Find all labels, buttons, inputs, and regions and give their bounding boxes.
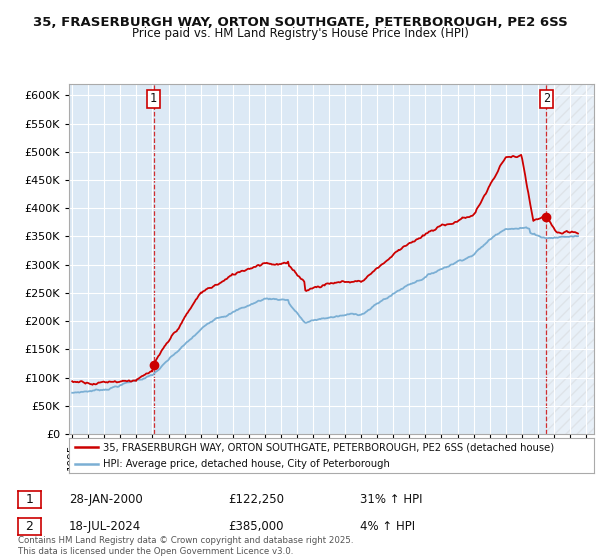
Text: HPI: Average price, detached house, City of Peterborough: HPI: Average price, detached house, City… [103, 459, 390, 469]
Text: 4% ↑ HPI: 4% ↑ HPI [360, 520, 415, 533]
Text: 35, FRASERBURGH WAY, ORTON SOUTHGATE, PETERBOROUGH, PE2 6SS: 35, FRASERBURGH WAY, ORTON SOUTHGATE, PE… [32, 16, 568, 29]
Text: 35, FRASERBURGH WAY, ORTON SOUTHGATE, PETERBOROUGH, PE2 6SS (detached house): 35, FRASERBURGH WAY, ORTON SOUTHGATE, PE… [103, 442, 554, 452]
Text: £122,250: £122,250 [228, 493, 284, 506]
Text: Contains HM Land Registry data © Crown copyright and database right 2025.
This d: Contains HM Land Registry data © Crown c… [18, 536, 353, 556]
Text: 1: 1 [150, 92, 157, 105]
Text: 18-JUL-2024: 18-JUL-2024 [69, 520, 141, 533]
Text: 1: 1 [25, 493, 34, 506]
Text: 2: 2 [543, 92, 550, 105]
Text: 31% ↑ HPI: 31% ↑ HPI [360, 493, 422, 506]
Text: £385,000: £385,000 [228, 520, 284, 533]
Text: Price paid vs. HM Land Registry's House Price Index (HPI): Price paid vs. HM Land Registry's House … [131, 27, 469, 40]
Text: 28-JAN-2000: 28-JAN-2000 [69, 493, 143, 506]
Text: 2: 2 [25, 520, 34, 533]
